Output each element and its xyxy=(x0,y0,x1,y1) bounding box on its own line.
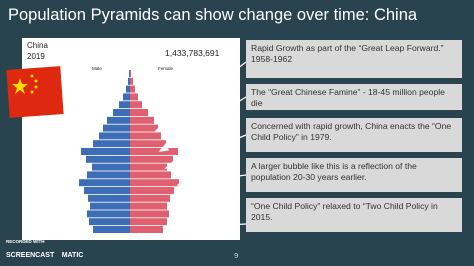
male-bar xyxy=(93,226,130,233)
female-bar xyxy=(130,140,166,148)
female-bar xyxy=(130,148,178,155)
female-bar xyxy=(130,171,171,179)
male-bar xyxy=(84,187,130,194)
male-bar xyxy=(123,93,130,101)
male-bar xyxy=(81,148,130,155)
male-bar xyxy=(103,124,130,132)
female-bar xyxy=(130,226,163,233)
male-bar xyxy=(107,116,130,124)
male-bar xyxy=(86,155,130,163)
male-bar xyxy=(126,85,130,93)
page-number: 9 xyxy=(234,252,239,260)
female-bar xyxy=(130,85,135,93)
female-bar xyxy=(130,70,131,77)
female-bar xyxy=(130,132,161,140)
slide-title: Population Pyramids can show change over… xyxy=(8,6,418,24)
note: The “Great Chinese Famine” - 18-45 milli… xyxy=(246,84,462,110)
female-label: Female xyxy=(158,66,174,71)
female-bar xyxy=(130,187,174,194)
male-bar xyxy=(79,179,130,187)
population: 1,433,783,691 xyxy=(165,48,220,58)
note: Concerned with rapid growth, China enact… xyxy=(246,118,462,152)
note: A larger bubble like this is a reflectio… xyxy=(246,158,462,192)
female-bar xyxy=(130,179,179,187)
female-bar xyxy=(130,218,167,226)
female-bar xyxy=(130,155,173,163)
male-bar xyxy=(88,194,130,202)
male-bar xyxy=(128,77,130,85)
female-bar xyxy=(130,124,158,132)
male-bar xyxy=(113,109,130,116)
flag xyxy=(6,66,64,118)
male-bar xyxy=(93,140,130,148)
female-bar xyxy=(130,116,154,124)
male-label: Male xyxy=(92,66,102,71)
female-bar xyxy=(130,210,169,218)
female-bar xyxy=(130,194,170,202)
female-bar xyxy=(130,202,167,210)
male-bar xyxy=(87,210,130,218)
female-bar xyxy=(130,93,138,101)
year: 2019 xyxy=(27,52,45,61)
country: China xyxy=(27,41,48,50)
watermark-top: RECORDED WITH xyxy=(6,239,45,244)
male-bar xyxy=(129,70,130,77)
note: Rapid Growth as part of the “Great Leap … xyxy=(246,40,462,78)
female-bar xyxy=(130,77,133,85)
female-bar xyxy=(130,163,167,171)
note: “One Child Policy” relaxed to “Two Child… xyxy=(246,198,462,232)
male-bar xyxy=(119,101,130,109)
male-bar xyxy=(87,171,130,179)
arrows xyxy=(154,61,247,232)
watermark: RECORDED WITH SCREENCAST MATIC xyxy=(6,239,83,262)
male-bar xyxy=(92,163,130,171)
female-bar xyxy=(130,109,148,116)
male-bar xyxy=(89,218,130,226)
watermark-right: MATIC xyxy=(61,252,84,259)
male-bar xyxy=(90,202,130,210)
watermark-left: SCREENCAST xyxy=(6,252,55,259)
male-bar xyxy=(99,132,130,140)
female-bar xyxy=(130,101,142,109)
